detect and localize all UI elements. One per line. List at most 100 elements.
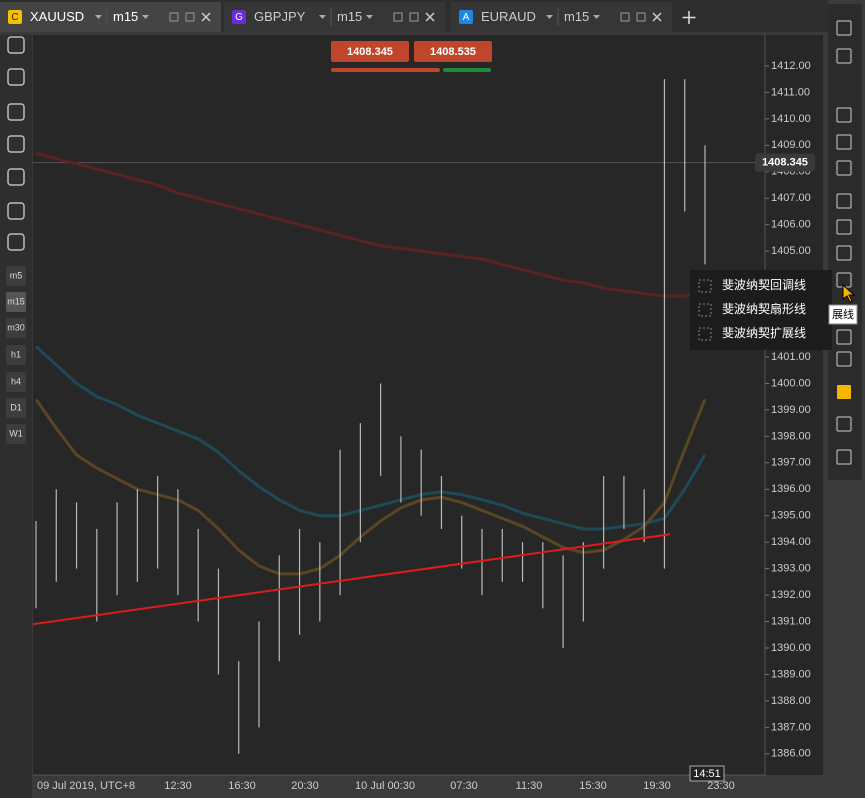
tool-icon[interactable] bbox=[836, 20, 852, 36]
symbol-icon-letter: A bbox=[463, 12, 470, 23]
tool-button[interactable] bbox=[7, 103, 25, 121]
timeframe-label[interactable]: m30 bbox=[7, 322, 25, 332]
timeframe-label[interactable]: m5 bbox=[10, 270, 23, 280]
symbol-icon-letter: C bbox=[11, 12, 18, 23]
tool-icon[interactable] bbox=[836, 219, 852, 235]
tab-timeframe[interactable]: m15 bbox=[564, 9, 589, 24]
menu-icon[interactable] bbox=[698, 303, 712, 317]
timeframe-button[interactable] bbox=[6, 424, 26, 444]
sell-button[interactable] bbox=[331, 41, 409, 62]
moving-average bbox=[34, 345, 707, 531]
timeframe-button[interactable] bbox=[6, 318, 26, 338]
tool-icon[interactable] bbox=[836, 351, 852, 367]
y-tick-label: 1412.00 bbox=[771, 60, 811, 72]
y-tick-label: 1411.00 bbox=[771, 86, 810, 98]
cursor-time-box bbox=[689, 765, 725, 782]
tab-timeframe[interactable]: m15 bbox=[113, 9, 138, 24]
dropdown-arrow[interactable] bbox=[366, 15, 373, 19]
maximize-icon[interactable] bbox=[185, 12, 195, 22]
tool-icon[interactable] bbox=[836, 416, 852, 432]
tool-button[interactable] bbox=[7, 233, 25, 251]
tab-symbol[interactable]: GBPJPY bbox=[254, 9, 306, 24]
tool-icon[interactable] bbox=[836, 107, 852, 123]
tool-icon[interactable] bbox=[836, 160, 852, 176]
dropdown-arrow[interactable] bbox=[142, 15, 149, 19]
buy-button[interactable] bbox=[414, 41, 492, 62]
tab[interactable] bbox=[0, 2, 221, 32]
symbol-icon bbox=[8, 10, 22, 24]
tool-icon[interactable] bbox=[836, 329, 852, 345]
y-tick-label: 1401.00 bbox=[771, 351, 811, 363]
new-tab-button[interactable] bbox=[682, 11, 696, 24]
tool-icon[interactable] bbox=[837, 385, 851, 399]
timeframe-label[interactable]: D1 bbox=[10, 402, 22, 412]
trend-line[interactable] bbox=[32, 533, 671, 626]
menu-icon[interactable] bbox=[698, 327, 712, 341]
maximize-icon[interactable] bbox=[636, 12, 646, 22]
maximize-icon[interactable] bbox=[409, 12, 419, 22]
timeframe-button[interactable] bbox=[6, 372, 26, 392]
tab[interactable] bbox=[451, 2, 672, 32]
tool-button[interactable] bbox=[7, 135, 25, 153]
tool-icon[interactable] bbox=[836, 449, 852, 465]
close-icon[interactable] bbox=[652, 12, 662, 22]
timeframe-button[interactable] bbox=[6, 292, 26, 312]
x-tick-label: 16:30 bbox=[228, 780, 256, 792]
x-tick-label: 09 Jul 2019, UTC+8 bbox=[37, 780, 135, 792]
cursor-time: 14:51 bbox=[693, 768, 721, 780]
y-tick-label: 1399.00 bbox=[771, 404, 811, 416]
tool-button[interactable] bbox=[7, 202, 25, 220]
y-tick-label: 1409.00 bbox=[771, 139, 811, 151]
timeframe-label[interactable]: h4 bbox=[11, 376, 21, 386]
tool-button[interactable] bbox=[7, 36, 25, 54]
plot-area bbox=[33, 35, 765, 775]
sell-price[interactable]: 1408.345 bbox=[347, 46, 393, 58]
x-tick-label: 19:30 bbox=[643, 780, 671, 792]
x-tick-label: 20:30 bbox=[291, 780, 319, 792]
dropdown-arrow[interactable] bbox=[593, 15, 600, 19]
tool-button[interactable] bbox=[7, 68, 25, 86]
menu-item[interactable]: 斐波纳契回调线 bbox=[722, 278, 806, 292]
detach-icon[interactable] bbox=[620, 12, 630, 22]
y-tick-label: 1387.00 bbox=[771, 721, 811, 733]
timeframe-button[interactable] bbox=[6, 266, 26, 286]
detach-icon[interactable] bbox=[169, 12, 179, 22]
timeframe-button[interactable] bbox=[6, 345, 26, 365]
current-price-label: 1408.345 bbox=[762, 157, 808, 169]
symbol-icon bbox=[459, 10, 473, 24]
buy-price[interactable]: 1408.535 bbox=[430, 46, 476, 58]
dropdown-arrow[interactable] bbox=[546, 15, 553, 19]
tooltip-text: 展线 bbox=[832, 307, 854, 321]
x-tick-label: 23:30 bbox=[707, 780, 735, 792]
tool-button[interactable] bbox=[7, 168, 25, 186]
y-tick-label: 1393.00 bbox=[771, 563, 811, 575]
x-tick-label: 12:30 bbox=[164, 780, 192, 792]
menu-icon[interactable] bbox=[698, 279, 712, 293]
timeframe-label[interactable]: h1 bbox=[11, 349, 21, 359]
timeframe-label[interactable]: W1 bbox=[9, 428, 23, 438]
timeframe-label[interactable]: m15 bbox=[7, 296, 25, 306]
x-tick-label: 10 Jul 00:30 bbox=[355, 780, 415, 792]
dropdown-arrow[interactable] bbox=[319, 15, 326, 19]
tool-icon[interactable] bbox=[836, 48, 852, 64]
tool-icon[interactable] bbox=[836, 245, 852, 261]
menu-item[interactable]: 斐波纳契扇形线 bbox=[722, 301, 806, 316]
tool-icon[interactable] bbox=[836, 193, 852, 209]
detach-icon[interactable] bbox=[393, 12, 403, 22]
tab[interactable] bbox=[224, 2, 445, 32]
y-tick-label: 1406.00 bbox=[771, 219, 811, 231]
tab-timeframe[interactable]: m15 bbox=[337, 9, 362, 24]
close-icon[interactable] bbox=[425, 12, 435, 22]
tool-icon[interactable] bbox=[836, 134, 852, 150]
dropdown-arrow[interactable] bbox=[95, 15, 102, 19]
tab-symbol[interactable]: XAUUSD bbox=[30, 9, 84, 24]
sentiment-buy bbox=[443, 68, 491, 72]
tab-symbol[interactable]: EURAUD bbox=[481, 9, 536, 24]
timeframe-button[interactable] bbox=[6, 398, 26, 418]
mouse-cursor bbox=[842, 283, 856, 303]
menu-item[interactable]: 斐波纳契扩展线 bbox=[722, 326, 806, 340]
close-icon[interactable] bbox=[201, 12, 211, 22]
y-tick-label: 1410.00 bbox=[771, 113, 811, 125]
y-tick-label: 1388.00 bbox=[771, 695, 811, 707]
